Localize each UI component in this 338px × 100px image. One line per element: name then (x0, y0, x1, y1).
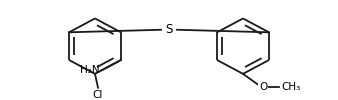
Text: S: S (165, 23, 173, 36)
Text: O: O (259, 82, 267, 92)
Text: H₂N: H₂N (80, 65, 100, 75)
Text: Cl: Cl (93, 90, 103, 100)
Text: CH₃: CH₃ (281, 82, 300, 92)
